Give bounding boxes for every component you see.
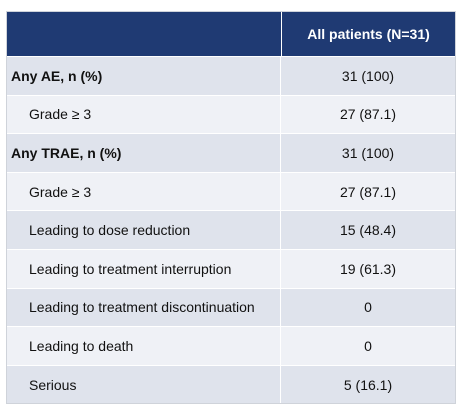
row-label-grade-3: Grade ≥ 3: [7, 95, 281, 134]
row-value: 31 (100): [341, 144, 395, 161]
table-row: Leading to treatment interruption 19 (61…: [7, 248, 455, 288]
ae-summary-table: All patients (N=31) Any AE, n (%) 31 (10…: [6, 11, 456, 404]
table-row: Leading to death 0: [7, 326, 455, 365]
table-row: Grade ≥ 3 27 (87.1): [7, 94, 455, 134]
table-row: Leading to dose reduction 15 (48.4): [7, 210, 455, 249]
table-row: Any AE, n (%) 31 (100): [7, 56, 455, 95]
row-label-death: Leading to death: [7, 327, 281, 365]
header-empty-cell: [7, 12, 281, 56]
row-value: 5 (16.1): [343, 376, 393, 393]
row-label-grade-3: Grade ≥ 3: [7, 172, 281, 211]
row-value: 0: [364, 337, 372, 354]
table-row: Any TRAE, n (%) 31 (100): [7, 133, 455, 172]
row-value: 27 (87.1): [339, 183, 397, 200]
column-header-all-patients: All patients (N=31): [281, 12, 455, 56]
table-row: Leading to treatment discontinuation 0: [7, 287, 455, 327]
row-value: 27 (87.1): [339, 106, 397, 123]
row-label-any-ae: Any AE, n (%): [7, 57, 281, 95]
row-label-treatment-interruption: Leading to treatment interruption: [7, 249, 281, 288]
row-label-dose-reduction: Leading to dose reduction: [7, 211, 281, 249]
table-row: Serious 5 (16.1): [7, 364, 455, 404]
row-value: 15 (48.4): [339, 222, 397, 239]
row-label-any-trae: Any TRAE, n (%): [7, 134, 281, 172]
row-value: 19 (61.3): [339, 260, 397, 277]
row-value: 31 (100): [341, 67, 395, 84]
table-row: Grade ≥ 3 27 (87.1): [7, 171, 455, 211]
row-value: 0: [364, 299, 372, 316]
row-label-treatment-discontinuation: Leading to treatment discontinuation: [7, 288, 281, 327]
table-header: All patients (N=31): [7, 12, 455, 56]
row-label-serious: Serious: [7, 365, 281, 404]
